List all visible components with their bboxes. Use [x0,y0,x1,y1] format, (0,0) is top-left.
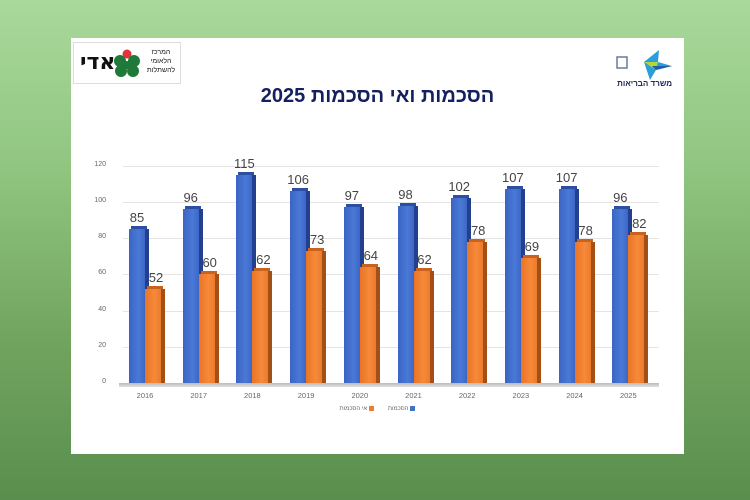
chart-title: הסכמות ואי הסכמות 2025 [260,85,495,107]
data-label: 102 [448,179,471,195]
bar-agreements-2025 [612,206,633,383]
y-tick-label: 40 [98,305,106,313]
bar-agreements-2021 [397,202,418,383]
bar-refusals-2019 [306,247,327,383]
y-tick-label: 80 [98,233,106,241]
data-label: 115 [234,155,255,171]
x-tick-label: 2019 [297,391,315,400]
bar-refusals-2023 [520,255,541,383]
bar-refusals-2016 [145,285,165,383]
adi-logo-name: אדי [80,50,116,75]
clover-icon [114,49,140,77]
data-label: 62 [256,251,271,267]
bar-agreements-2023 [504,186,525,383]
chart-legend: הסכמות אי הסכמות [71,406,684,412]
y-tick-label: 100 [94,197,106,204]
bar-agreements-2024 [558,186,579,383]
x-tick-label: 2024 [566,391,583,400]
data-label: 64 [363,248,379,264]
y-tick-label: 20 [98,341,106,349]
gridline [123,346,659,348]
bar-refusals-2025 [628,231,649,383]
bar-agreements-2020 [343,204,364,383]
data-label: 69 [524,239,540,255]
bar-refusals-2021 [413,267,434,383]
bar-agreements-2017 [182,206,203,383]
bar-refusals-2024 [574,238,595,383]
data-label: 52 [148,269,164,285]
bar-refusals-2018 [252,267,273,383]
x-tick-label: 2018 [244,391,261,400]
ministry-star-icon [616,50,672,80]
x-tick-label: 2022 [458,391,476,400]
ministry-logo-text: משרד הבריאות [617,79,672,88]
data-label: 107 [555,170,578,186]
bar-agreements-2016 [129,226,149,383]
slide-card: אדי המרכז הלאומי להשתלות משרד הבריאות הס… [71,38,684,454]
bar-agreements-2018 [236,171,257,383]
adi-logo: אדי המרכז הלאומי להשתלות [73,42,181,84]
gridline [123,238,659,240]
data-label: 60 [202,255,217,271]
gridline [123,274,659,276]
gridline [123,165,659,167]
data-label: 82 [632,215,647,231]
data-label: 85 [129,210,145,226]
data-label: 78 [578,222,593,238]
gridline [123,310,659,312]
ministry-of-health-logo: משרד הבריאות [614,48,676,100]
legend-item-refusals: אי הסכמות [340,406,375,412]
bar-refusals-2020 [359,264,380,383]
bar-agreements-2019 [290,188,311,383]
y-tick-label: 60 [98,269,106,277]
x-tick-label: 2020 [351,391,369,400]
x-tick-label: 2016 [136,391,154,400]
data-label: 62 [417,251,432,267]
x-tick-label: 2017 [190,391,208,400]
bar-refusals-2022 [467,238,488,383]
data-label: 96 [183,190,198,206]
chart-floor [119,383,659,387]
data-label: 107 [502,170,524,186]
data-label: 78 [470,222,486,238]
x-tick-label: 2023 [512,391,530,400]
x-tick-label: 2021 [405,391,422,400]
adi-logo-text: המרכז הלאומי להשתלות [146,49,176,74]
y-tick-label: 0 [102,378,106,385]
data-label: 73 [309,231,325,247]
legend-item-agreements: הסכמות [388,406,416,412]
data-label: 96 [613,190,628,206]
bar-refusals-2017 [198,271,219,383]
x-tick-label: 2025 [619,391,637,400]
legend-swatch-blue [410,406,416,411]
data-label: 97 [344,188,360,204]
gridline [123,202,659,203]
legend-swatch-orange [369,406,375,411]
y-tick-label: 120 [94,160,106,168]
data-label: 98 [398,186,413,202]
data-label: 106 [287,172,309,188]
